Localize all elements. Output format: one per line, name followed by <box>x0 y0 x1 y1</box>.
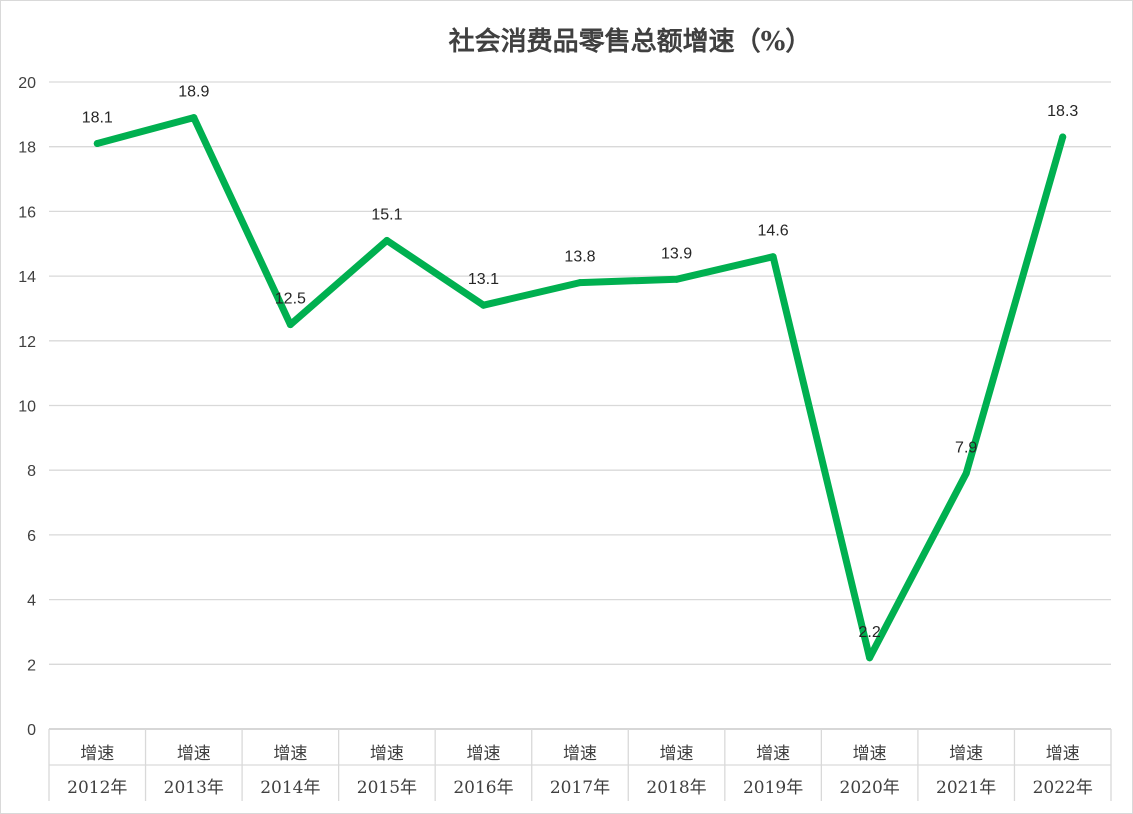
data-label: 15.1 <box>371 207 402 224</box>
y-tick-label: 12 <box>18 334 36 351</box>
data-label: 14.6 <box>758 223 789 240</box>
y-tick-label: 18 <box>18 140 36 157</box>
x-tick-label-measure: 增速 <box>563 744 597 764</box>
x-tick-label-year: 2016年 <box>453 778 513 798</box>
y-tick-label: 0 <box>27 722 36 739</box>
x-tick-label-measure: 增速 <box>1046 744 1080 764</box>
x-tick-label-measure: 增速 <box>177 744 211 764</box>
data-labels: 18.1 18.9 12.5 15.1 13.1 13.8 13.9 14.6 2.2 7.9 18… <box>82 84 1079 641</box>
x-tick-label-year: 2015年 <box>357 778 417 798</box>
data-label: 18.9 <box>178 84 209 101</box>
data-point <box>286 321 294 329</box>
x-tick-label-measure: 增速 <box>756 744 790 764</box>
x-tick-label-year: 2019年 <box>743 778 803 798</box>
data-label: 18.1 <box>82 109 113 126</box>
x-tick-label-year: 2013年 <box>164 778 224 798</box>
x-tick-label-measure: 增速 <box>80 744 114 764</box>
x-tick-label-year: 2017年 <box>550 778 610 798</box>
chart-title: 社会消费品零售总额增速（%） <box>449 26 812 57</box>
data-label: 13.9 <box>661 245 692 262</box>
data-label: 2.2 <box>859 624 881 641</box>
data-point <box>93 139 101 147</box>
data-point <box>190 114 198 122</box>
series-line <box>93 114 1067 662</box>
x-tick-label-measure: 增速 <box>949 744 983 764</box>
data-point <box>962 469 970 477</box>
x-tick-label-year: 2014年 <box>260 778 320 798</box>
category-axis: 增速 2012年 增速 2013年 增速 2014年 增速 2015年 增速 2016年 增速 201… <box>48 729 1112 801</box>
data-label: 12.5 <box>275 291 306 308</box>
data-point <box>1059 133 1067 141</box>
data-label: 18.3 <box>1047 103 1078 120</box>
y-tick-label: 8 <box>27 463 36 480</box>
data-point <box>479 301 487 309</box>
x-tick-label-year: 2018年 <box>646 778 706 798</box>
data-point <box>769 253 777 261</box>
data-label: 13.8 <box>564 249 595 266</box>
y-tick-label: 10 <box>18 399 36 416</box>
x-tick-label-measure: 增速 <box>370 744 404 764</box>
y-tick-label: 20 <box>18 75 36 92</box>
y-tick-label: 2 <box>27 657 36 674</box>
data-point <box>866 654 874 662</box>
data-label: 7.9 <box>955 439 977 456</box>
y-tick-label: 6 <box>27 528 36 545</box>
x-tick-label-year: 2012年 <box>67 778 127 798</box>
data-point <box>383 237 391 245</box>
x-tick-label-year: 2020年 <box>840 778 900 798</box>
data-label: 13.1 <box>468 271 499 288</box>
y-tick-label: 14 <box>18 269 36 286</box>
data-point <box>673 275 681 283</box>
x-tick-label-year: 2022年 <box>1033 778 1093 798</box>
series-layer <box>93 114 1067 662</box>
x-tick-label-measure: 增速 <box>466 744 500 764</box>
gridlines <box>49 81 1111 730</box>
x-tick-label-measure: 增速 <box>853 744 887 764</box>
y-tick-label: 16 <box>18 204 36 221</box>
data-point <box>576 279 584 287</box>
y-axis-ticks: 0 2 4 6 8 10 12 14 16 18 20 <box>18 75 36 739</box>
x-tick-label-year: 2021年 <box>936 778 996 798</box>
x-tick-label-measure: 增速 <box>660 744 694 764</box>
x-tick-label-measure: 增速 <box>273 744 307 764</box>
y-tick-label: 4 <box>27 593 36 610</box>
